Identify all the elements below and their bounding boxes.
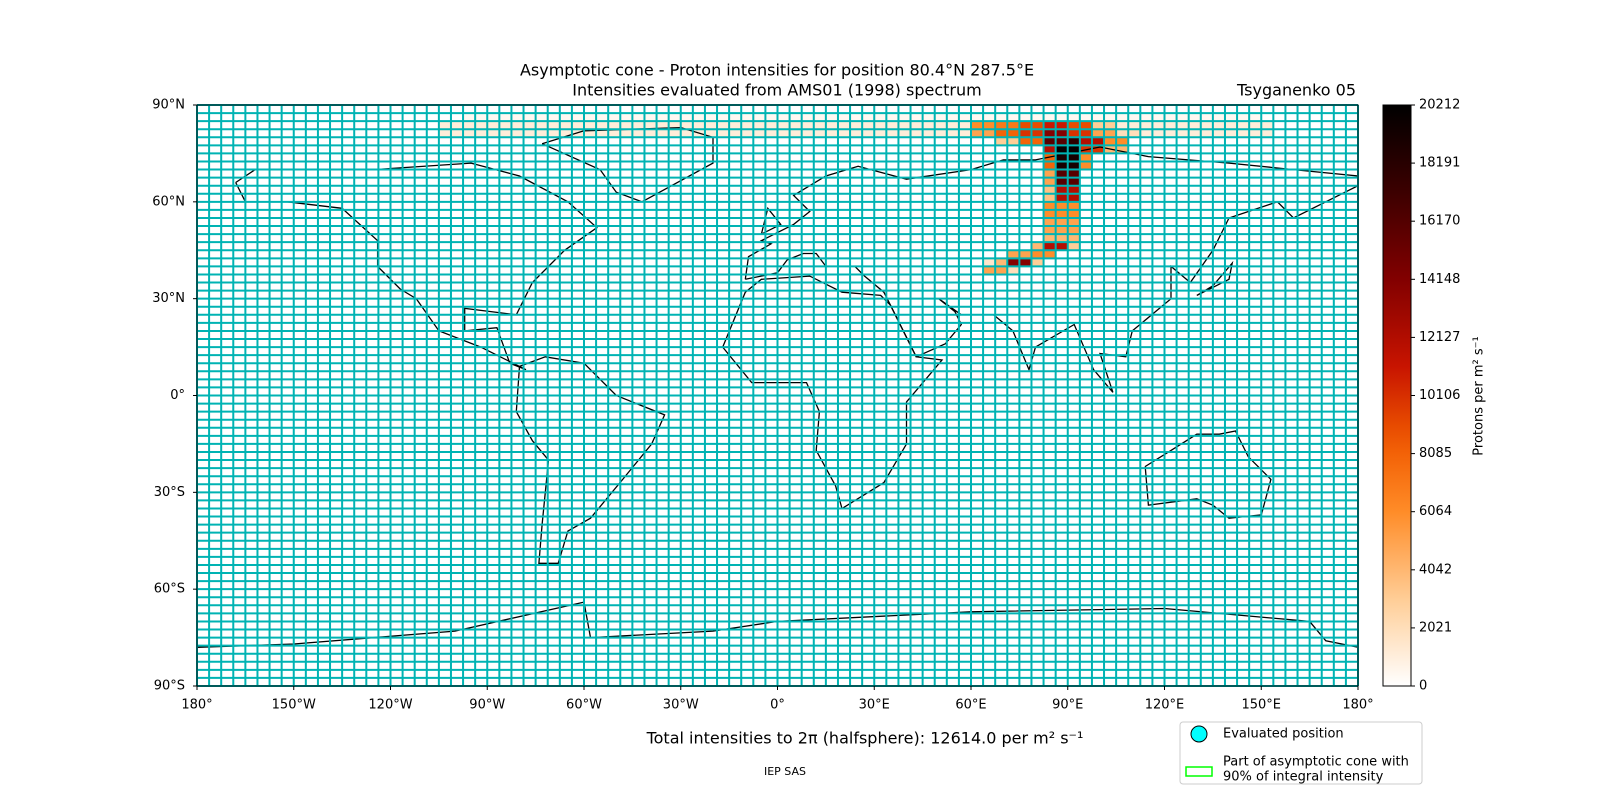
y-tick-label: 30°N	[152, 291, 185, 306]
intensity-cell	[1007, 266, 1020, 275]
intensity-cell	[995, 258, 1008, 267]
colorbar-tick-label: 10106	[1419, 388, 1460, 403]
intensity-cell	[1031, 258, 1044, 267]
colorbar-tick-label: 8085	[1419, 446, 1452, 461]
coastline	[1144, 430, 1272, 519]
intensity-cell	[1043, 234, 1080, 243]
x-tick-label: 180°	[181, 698, 212, 713]
x-tick-label: 90°W	[469, 698, 505, 713]
intensity-cell	[1067, 242, 1080, 251]
legend-label: Part of asymptotic cone with	[1223, 755, 1409, 770]
x-tick-label: 120°E	[1145, 698, 1185, 713]
colorbar-tick-label: 20212	[1419, 98, 1460, 113]
colorbar-tick-label: 6064	[1419, 504, 1452, 519]
x-tick-label: 60°W	[566, 698, 602, 713]
colorbar	[1382, 104, 1412, 687]
x-tick-label: 120°W	[368, 698, 412, 713]
colorbar-tick-label: 12127	[1419, 330, 1460, 345]
colorbar-label: Protons per m² s⁻¹	[1472, 336, 1487, 455]
x-tick-label: 60°E	[955, 698, 986, 713]
colorbar-tick-label: 16170	[1419, 214, 1460, 229]
intensity-cell	[1043, 145, 1056, 154]
coastline	[196, 601, 1359, 648]
colorbar-tick-label: 18191	[1419, 156, 1460, 171]
model-label: Tsyganenko 05	[1236, 81, 1356, 100]
colorbar-tick-label: 0	[1419, 679, 1427, 694]
intensity-cell	[1031, 242, 1044, 251]
coastline	[722, 275, 944, 510]
x-tick-label: 90°E	[1052, 698, 1083, 713]
colorbar-tick-label: 4042	[1419, 562, 1452, 577]
legend-label: 90% of integral intensity	[1223, 770, 1384, 785]
legend-box	[1179, 721, 1423, 785]
legend-marker	[1190, 725, 1208, 743]
y-tick-label: 90°N	[152, 98, 185, 113]
cone-grid	[196, 104, 1359, 687]
x-tick-label: 150°W	[272, 698, 316, 713]
y-tick-label: 90°S	[154, 679, 185, 694]
y-tick-label: 0°	[170, 388, 185, 403]
y-tick-label: 60°S	[154, 582, 185, 597]
legend-label: Evaluated position	[1223, 727, 1344, 742]
x-tick-label: 30°W	[663, 698, 699, 713]
footer: IEP SAS	[764, 765, 806, 778]
x-tick-label: 150°E	[1241, 698, 1281, 713]
coastline	[541, 126, 714, 203]
chart-title: Asymptotic cone - Proton intensities for…	[520, 61, 1034, 80]
intensity-cell	[1067, 137, 1080, 146]
legend-marker	[1185, 766, 1213, 777]
x-tick-label: 30°E	[859, 698, 890, 713]
y-tick-label: 30°S	[154, 485, 185, 500]
colorbar-tick-label: 14148	[1419, 272, 1460, 287]
chart-subtitle: Intensities evaluated from AMS01 (1998) …	[572, 81, 981, 100]
x-tick-label: 180°	[1342, 698, 1373, 713]
y-tick-label: 60°N	[152, 194, 185, 209]
colorbar-tick-label: 2021	[1419, 620, 1452, 635]
coastline	[1196, 260, 1234, 296]
total-intensity: Total intensities to 2π (halfsphere): 12…	[646, 729, 1084, 748]
x-tick-label: 0°	[770, 698, 785, 713]
intensity-cell	[983, 258, 996, 267]
